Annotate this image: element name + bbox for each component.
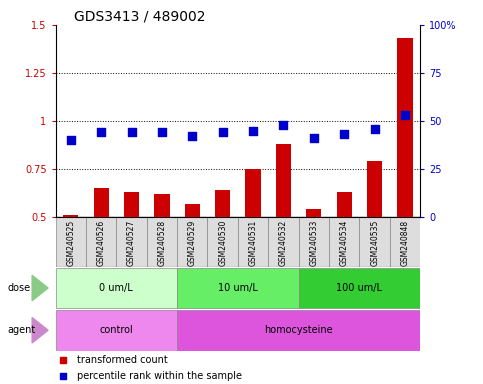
Bar [147,217,177,267]
Text: GSM240534: GSM240534 [340,220,349,266]
Bar [306,209,322,313]
Point [310,135,318,141]
Text: 100 um/L: 100 um/L [337,283,383,293]
Text: GSM240535: GSM240535 [370,220,379,266]
Bar [337,192,352,313]
Bar [124,192,139,313]
Point [219,129,227,136]
Bar [116,217,147,267]
Bar [238,217,268,267]
Text: GSM240528: GSM240528 [157,220,167,266]
Point [128,129,135,136]
Bar [268,217,298,267]
Text: GSM240848: GSM240848 [400,220,410,266]
Text: agent: agent [7,325,35,335]
Text: GSM240532: GSM240532 [279,220,288,266]
Bar [177,310,420,351]
Point [158,129,166,136]
Point [67,137,74,143]
Bar [398,38,412,313]
Bar [56,217,86,267]
Bar [154,194,170,313]
Bar [177,268,298,308]
Point [371,126,379,132]
Text: homocysteine: homocysteine [264,325,333,335]
Point [188,133,196,139]
Point [249,127,257,134]
Text: GSM240527: GSM240527 [127,220,136,266]
Bar [56,310,177,351]
Bar [245,169,261,313]
Text: GSM240530: GSM240530 [218,220,227,266]
Bar [63,215,78,313]
Point [59,358,67,364]
Text: transformed count: transformed count [77,356,168,366]
Point [280,122,287,128]
Bar [390,217,420,267]
Bar [359,217,390,267]
Bar [329,217,359,267]
Point [97,129,105,136]
Point [401,112,409,118]
Text: control: control [99,325,133,335]
Bar [298,268,420,308]
Bar [94,188,109,313]
Text: dose: dose [7,283,30,293]
Point [59,373,67,379]
Text: GDS3413 / 489002: GDS3413 / 489002 [74,10,205,24]
Text: GSM240525: GSM240525 [66,220,75,266]
Text: 0 um/L: 0 um/L [99,283,133,293]
Bar [276,144,291,313]
Text: GSM240526: GSM240526 [97,220,106,266]
Text: GSM240529: GSM240529 [188,220,197,266]
Text: percentile rank within the sample: percentile rank within the sample [77,371,242,381]
Polygon shape [32,275,48,301]
Bar [86,217,116,267]
Bar [56,268,177,308]
Bar [367,161,382,313]
Bar [208,217,238,267]
Text: GSM240531: GSM240531 [249,220,257,266]
Bar [177,217,208,267]
Point [341,131,348,137]
Bar [215,190,230,313]
Text: 10 um/L: 10 um/L [218,283,258,293]
Text: GSM240533: GSM240533 [309,220,318,266]
Bar [298,217,329,267]
Polygon shape [32,318,48,343]
Bar [185,204,200,313]
